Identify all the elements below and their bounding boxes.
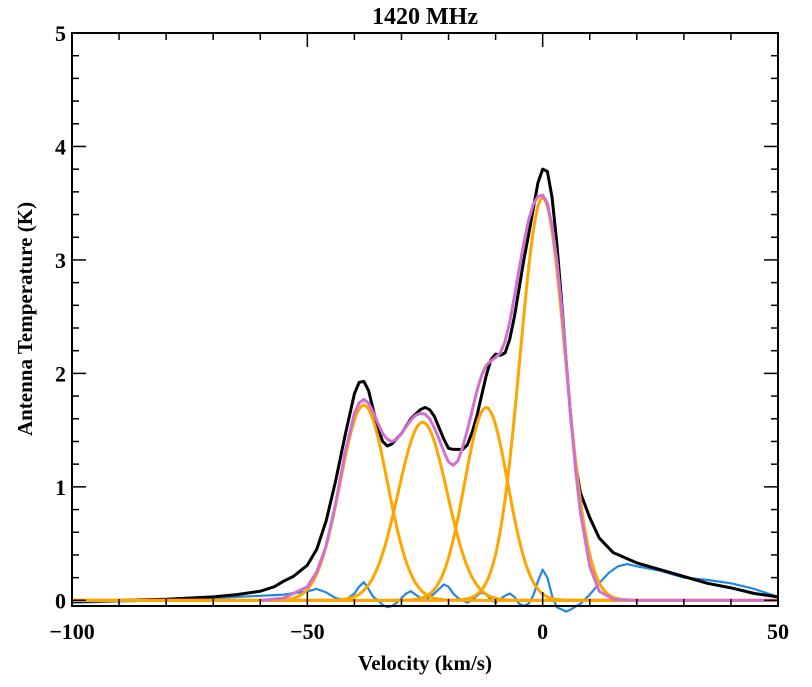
- y-axis-label: Antenna Temperature (K): [13, 202, 37, 436]
- chart-title: 1420 MHz: [372, 4, 478, 30]
- x-tick-label: −100: [49, 619, 95, 644]
- plot-frame: [71, 32, 779, 607]
- observed-series-line: [71, 167, 779, 603]
- gaussian-component-4: [72, 195, 778, 602]
- y-tick-label: 2: [55, 361, 66, 386]
- residual-series-line: [71, 562, 779, 613]
- y-tick-label: 3: [55, 248, 66, 273]
- y-tick-label: 1: [55, 475, 66, 500]
- x-axis-label: Velocity (km/s): [358, 651, 492, 675]
- series-layer: [71, 167, 779, 613]
- ticks-layer: −100 −50 0 50 0 1 2 3 4 5: [49, 21, 789, 644]
- gaussian-component-3: [72, 405, 778, 602]
- y-tick-label: 5: [55, 21, 66, 46]
- y-tick-label: 4: [55, 134, 66, 159]
- x-tick-label: 50: [767, 619, 789, 644]
- x-tick-label: 0: [537, 619, 548, 644]
- total-fit-line: [260, 193, 778, 602]
- y-tick-label: 0: [55, 588, 66, 613]
- x-tick-label: −50: [290, 619, 325, 644]
- gaussian-component-1: [72, 403, 778, 602]
